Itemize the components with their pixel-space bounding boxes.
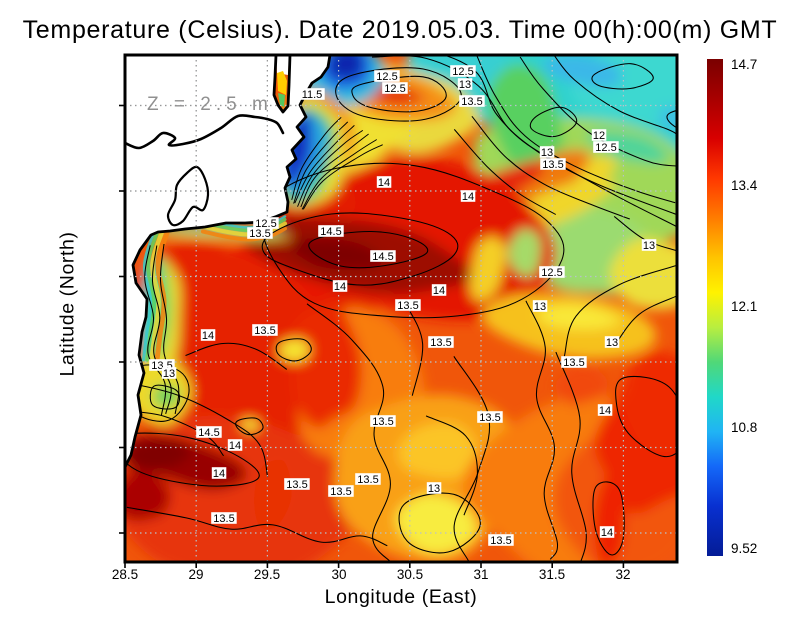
svg-text:13.5: 13.5 bbox=[286, 479, 307, 491]
svg-text:12.5: 12.5 bbox=[595, 142, 616, 154]
svg-text:13: 13 bbox=[428, 483, 440, 495]
svg-text:12.5: 12.5 bbox=[452, 66, 473, 78]
svg-text:13.5: 13.5 bbox=[430, 337, 451, 349]
svg-text:13.5: 13.5 bbox=[542, 159, 563, 171]
svg-text:13: 13 bbox=[459, 79, 471, 91]
svg-text:12.5: 12.5 bbox=[255, 218, 276, 230]
svg-text:12.5: 12.5 bbox=[376, 71, 397, 83]
svg-text:14: 14 bbox=[599, 405, 611, 417]
svg-text:14: 14 bbox=[601, 527, 613, 539]
svg-text:13.5: 13.5 bbox=[357, 474, 378, 486]
svg-text:12.5: 12.5 bbox=[384, 83, 405, 95]
svg-text:14: 14 bbox=[334, 281, 346, 293]
svg-text:14: 14 bbox=[433, 285, 445, 297]
svg-text:13.5: 13.5 bbox=[254, 325, 275, 337]
svg-text:14: 14 bbox=[202, 330, 214, 342]
svg-text:13: 13 bbox=[643, 240, 655, 252]
svg-text:13.5: 13.5 bbox=[461, 96, 482, 108]
svg-text:13.5: 13.5 bbox=[249, 228, 270, 240]
svg-text:14.5: 14.5 bbox=[320, 226, 341, 238]
svg-text:14: 14 bbox=[213, 468, 225, 480]
svg-text:14: 14 bbox=[229, 440, 241, 452]
svg-text:13: 13 bbox=[534, 301, 546, 313]
svg-text:13: 13 bbox=[163, 368, 175, 380]
svg-text:13: 13 bbox=[541, 147, 553, 159]
svg-text:12.5: 12.5 bbox=[541, 267, 562, 279]
svg-text:13.5: 13.5 bbox=[213, 513, 234, 525]
svg-text:13.5: 13.5 bbox=[397, 300, 418, 312]
svg-text:13.5: 13.5 bbox=[490, 535, 511, 547]
svg-text:14.5: 14.5 bbox=[372, 251, 393, 263]
svg-text:13.5: 13.5 bbox=[563, 357, 584, 369]
svg-text:12: 12 bbox=[593, 130, 605, 142]
svg-text:13: 13 bbox=[606, 337, 618, 349]
svg-text:14: 14 bbox=[378, 177, 390, 189]
svg-text:13.5: 13.5 bbox=[479, 412, 500, 424]
svg-text:11.5: 11.5 bbox=[302, 89, 323, 101]
svg-text:13.5: 13.5 bbox=[372, 416, 393, 428]
svg-text:13.5: 13.5 bbox=[330, 486, 351, 498]
svg-text:14: 14 bbox=[462, 191, 474, 203]
svg-text:14.5: 14.5 bbox=[198, 427, 219, 439]
